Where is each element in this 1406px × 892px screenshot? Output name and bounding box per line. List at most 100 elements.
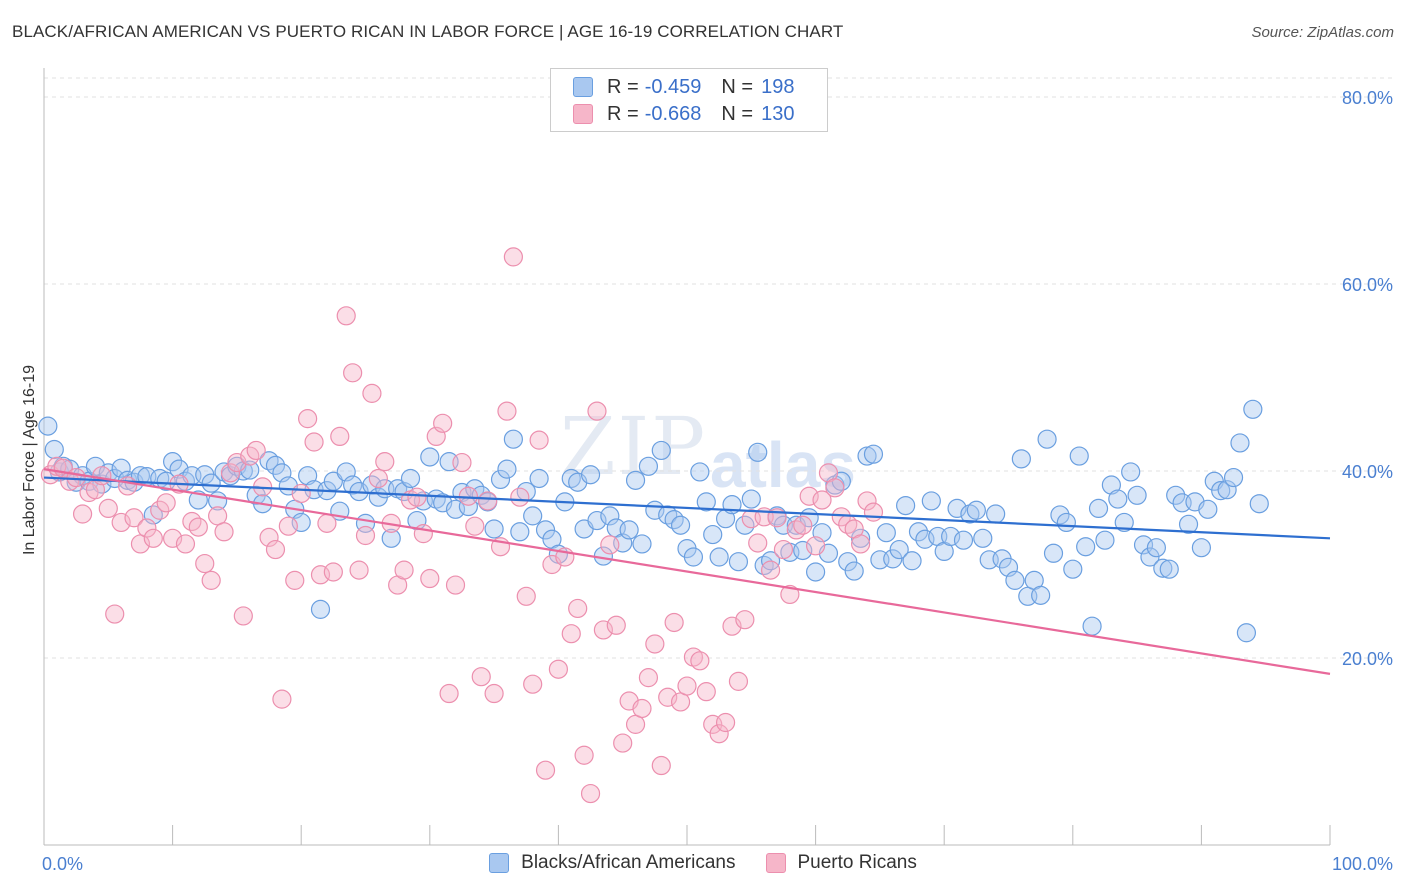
data-point (664, 612, 684, 633)
data-point (838, 552, 858, 572)
n-value: 130 (761, 102, 795, 125)
data-point (259, 527, 279, 547)
y-tick-label: 40.0% (1342, 462, 1393, 482)
series-puerto-ricans-points (40, 247, 884, 804)
data-point (124, 508, 144, 528)
data-point (111, 458, 131, 478)
axes (43, 68, 1331, 846)
data-point (600, 535, 620, 555)
data-point (535, 760, 556, 780)
data-point (420, 447, 440, 467)
data-point (111, 512, 131, 533)
r-label: R = (607, 75, 639, 98)
data-point (728, 552, 749, 572)
data-point (368, 468, 388, 489)
data-point (1069, 446, 1089, 466)
data-point (863, 502, 884, 522)
x-tick-label: 100.0% (1332, 854, 1393, 874)
data-point (1063, 559, 1083, 579)
data-point (523, 674, 543, 694)
data-point (741, 489, 761, 509)
data-point (452, 452, 472, 473)
y-tick-label: 20.0% (1342, 649, 1393, 669)
data-point (1088, 498, 1109, 518)
data-point (195, 553, 215, 574)
data-point (825, 478, 845, 498)
data-point (1159, 559, 1179, 579)
data-point (246, 440, 266, 461)
data-point (1043, 543, 1064, 563)
data-point (310, 599, 331, 619)
data-point (529, 430, 549, 450)
data-point (1127, 485, 1147, 505)
data-point (760, 560, 781, 580)
data-point (683, 547, 704, 567)
data-point (529, 468, 549, 489)
data-point (1005, 570, 1025, 590)
data-point (587, 510, 607, 531)
data-point (651, 440, 671, 461)
data-point (748, 442, 768, 462)
r-label: R = (607, 102, 639, 125)
data-point (1101, 475, 1121, 495)
data-point (1243, 399, 1263, 419)
data-point (625, 470, 646, 490)
data-point (587, 401, 607, 421)
data-point (503, 429, 523, 449)
data-point (1191, 538, 1212, 558)
legend-item-puerto-ricans[interactable]: Puerto Ricans (765, 852, 917, 874)
data-point (407, 487, 427, 507)
data-point (831, 507, 851, 527)
data-point (478, 491, 498, 511)
data-point (921, 491, 941, 511)
data-point (394, 560, 414, 580)
data-point (510, 522, 530, 542)
data-point (844, 561, 864, 581)
data-point (632, 534, 652, 554)
legend-item-blacks[interactable]: Blacks/African Americans (489, 852, 736, 874)
data-point (265, 539, 286, 560)
data-point (298, 466, 318, 486)
y-tick-label: 60.0% (1342, 275, 1393, 295)
data-point (272, 689, 292, 709)
data-point (285, 570, 305, 590)
data-point (503, 247, 523, 267)
data-point (523, 506, 543, 526)
data-point (1146, 538, 1166, 558)
data-point (857, 446, 877, 466)
data-point (400, 468, 421, 489)
data-point (1198, 499, 1218, 519)
data-point (709, 547, 729, 567)
data-point (1230, 433, 1250, 453)
data-point (465, 516, 485, 536)
grid-lines (44, 77, 1392, 659)
data-point (1211, 481, 1231, 501)
blue-swatch (489, 853, 510, 873)
data-point (497, 459, 517, 479)
data-point (773, 539, 794, 560)
data-point (201, 570, 221, 590)
data-point (728, 671, 749, 691)
data-point (1121, 462, 1141, 482)
data-point (889, 539, 909, 560)
data-point (150, 500, 170, 520)
data-point (709, 724, 729, 744)
data-point (304, 432, 324, 452)
n-value: 198 (761, 75, 795, 98)
data-point (44, 439, 64, 460)
data-point (883, 549, 903, 569)
data-point (233, 606, 253, 626)
data-point (902, 551, 922, 571)
data-point (857, 491, 877, 511)
data-point (1249, 494, 1269, 514)
data-point (1223, 467, 1244, 488)
data-point (896, 495, 916, 516)
data-point (497, 401, 517, 421)
data-point (291, 512, 311, 533)
data-point (137, 518, 157, 538)
data-point (214, 522, 234, 542)
legend: Blacks/African Americans Puerto Ricans (0, 852, 1406, 874)
data-point (1031, 585, 1051, 605)
trend-line (43, 476, 1331, 540)
data-point (490, 469, 511, 490)
